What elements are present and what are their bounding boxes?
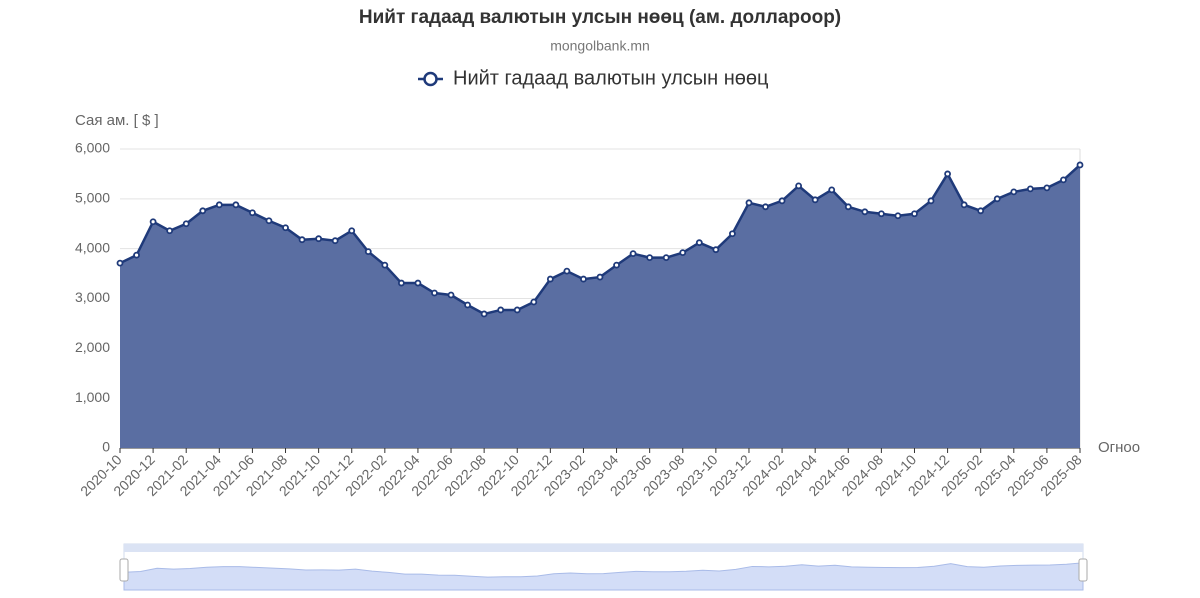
point	[828, 186, 836, 194]
zoom-preview	[123, 562, 1084, 591]
point	[546, 275, 554, 283]
point	[480, 310, 488, 318]
y-tick-label: 4,000	[75, 239, 110, 255]
point	[1026, 185, 1034, 193]
point	[1043, 184, 1051, 192]
point	[133, 251, 140, 259]
point	[629, 250, 637, 258]
point	[199, 207, 207, 215]
point	[348, 227, 356, 235]
point	[513, 306, 521, 314]
chart-title: Нийт гадаад валютын улсын нөөц (ам. долл…	[359, 7, 841, 28]
point	[977, 207, 985, 215]
point	[331, 237, 339, 245]
y-tick-label: 2,000	[75, 339, 110, 355]
y-axis-label: Сая ам. [ $ ]	[75, 112, 159, 129]
point	[364, 248, 372, 256]
point	[745, 199, 753, 207]
point	[1060, 176, 1067, 184]
point	[1010, 188, 1018, 196]
point	[298, 236, 306, 244]
point	[182, 220, 190, 228]
point	[762, 203, 769, 211]
point	[778, 197, 786, 205]
point	[265, 217, 273, 225]
point	[646, 254, 654, 262]
point	[613, 261, 620, 269]
point	[596, 273, 604, 281]
zoom-handle[interactable]	[119, 558, 129, 582]
y-tick-label: 1,000	[75, 389, 110, 405]
point	[315, 235, 323, 243]
y-tick-label: 5,000	[75, 190, 110, 206]
point	[215, 201, 223, 209]
point	[662, 254, 670, 262]
point	[944, 170, 951, 178]
point	[249, 209, 256, 217]
area	[120, 164, 1080, 449]
point	[960, 201, 968, 209]
point	[464, 301, 471, 309]
point	[729, 230, 736, 238]
x-axis-label: Огноо	[1098, 439, 1140, 456]
point	[580, 275, 587, 283]
point	[861, 208, 869, 216]
point	[497, 306, 505, 314]
point	[877, 210, 885, 218]
point	[431, 289, 438, 297]
point	[397, 279, 405, 287]
point	[911, 210, 918, 218]
point	[993, 195, 1001, 203]
point	[1076, 161, 1084, 169]
chart-subtitle: mongolbank.mn	[550, 38, 650, 54]
point	[795, 182, 803, 190]
legend-marker	[423, 71, 438, 87]
y-tick-label: 3,000	[75, 289, 110, 305]
point	[381, 261, 389, 269]
y-tick-label: 6,000	[75, 140, 110, 156]
point	[530, 298, 538, 306]
point	[166, 227, 174, 235]
point	[447, 291, 455, 299]
zoom-bar[interactable]	[124, 544, 1083, 552]
point	[116, 259, 124, 267]
point	[149, 218, 157, 226]
point	[414, 279, 422, 287]
point	[894, 212, 902, 220]
point	[844, 203, 852, 211]
point	[232, 201, 240, 209]
point	[679, 249, 687, 257]
point	[712, 246, 720, 254]
zoom-handle[interactable]	[1078, 558, 1088, 582]
legend-label: Нийт гадаад валютын улсын нөөц	[453, 67, 768, 89]
point	[563, 267, 571, 275]
point	[927, 197, 935, 205]
point	[282, 224, 289, 232]
point	[811, 196, 819, 204]
point	[695, 239, 703, 247]
y-tick-label: 0	[102, 439, 110, 455]
